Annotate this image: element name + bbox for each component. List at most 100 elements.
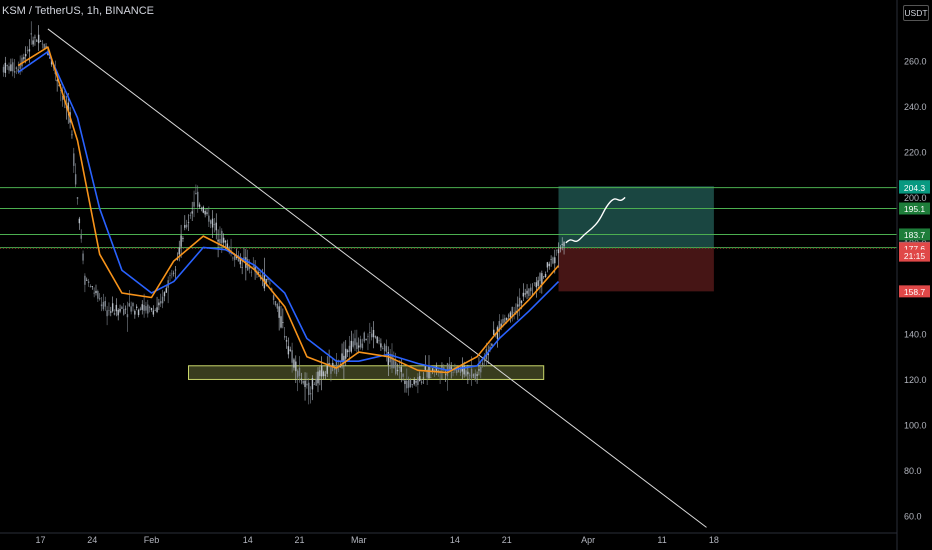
candle-body [469, 374, 471, 376]
candle-body [522, 292, 525, 297]
candle-body [354, 338, 356, 346]
candle-body [383, 344, 386, 352]
candle-body [272, 295, 275, 301]
candle-body [417, 377, 419, 385]
candle-body [480, 366, 482, 373]
candle-body [472, 374, 475, 376]
candle-body [422, 377, 425, 379]
candle-body [369, 332, 371, 333]
candle-body [117, 309, 119, 316]
candle-body [424, 366, 426, 370]
candle-body [208, 215, 210, 222]
candle-body [432, 368, 434, 372]
candle-body [561, 243, 563, 245]
candle-body [62, 95, 64, 100]
candle-body [13, 70, 16, 73]
price-label-box [899, 285, 930, 298]
candle-body [467, 371, 469, 375]
x-tick-label: 14 [450, 535, 460, 545]
candle-body [441, 366, 443, 368]
candle-body [356, 342, 358, 349]
candle-body [239, 259, 241, 265]
candle-body [197, 191, 199, 207]
currency-badge[interactable]: USDT [903, 5, 929, 21]
candle-body [539, 273, 541, 282]
candle-body [400, 366, 402, 372]
candle-body [454, 370, 456, 371]
candle-body [12, 62, 14, 72]
candle-body [411, 384, 414, 385]
candle-body [513, 312, 515, 313]
projection-path [565, 196, 626, 244]
candle-body [171, 273, 173, 275]
candle-body [470, 368, 473, 378]
candle-body [119, 308, 121, 312]
candle-body [10, 64, 12, 71]
candle-body [113, 312, 116, 315]
price-label-text: 204.3 [904, 183, 926, 193]
candle-body [41, 43, 44, 45]
candle-body [58, 85, 60, 87]
candle-body [217, 239, 219, 242]
candle-body [548, 263, 550, 267]
candle-body [345, 348, 347, 359]
candle-body [258, 272, 260, 274]
y-tick-label: 260.0 [904, 56, 927, 66]
support-zone [188, 365, 545, 380]
candle-body [206, 212, 208, 214]
candle-body [141, 304, 143, 310]
candle-body [437, 369, 439, 372]
candle-body [86, 279, 88, 281]
x-tick-label: Apr [581, 535, 595, 545]
candle-body [444, 374, 447, 376]
candle-body [243, 257, 245, 259]
candle-body [204, 210, 206, 215]
candle-body [487, 353, 489, 356]
candle-body [39, 41, 42, 42]
candle-body [232, 257, 234, 259]
candle-body [71, 134, 73, 136]
candle-body [269, 282, 271, 284]
x-tick-label: 24 [87, 535, 97, 545]
candle-body [82, 253, 84, 261]
candle-body [346, 350, 349, 353]
candle-body [393, 359, 395, 369]
time-axis[interactable]: 17 24 Feb 14 21 Mar 14 21 Apr 11 18 [0, 532, 897, 545]
price-label-text: 158.7 [904, 287, 926, 297]
candle-body [391, 354, 393, 369]
candle-body [193, 201, 195, 207]
x-tick-label: Feb [144, 535, 160, 545]
candle-body [363, 332, 365, 342]
candle-body [180, 235, 182, 247]
y-tick-label: 100.0 [904, 420, 927, 430]
candle-body [296, 370, 299, 378]
ema-layer [17, 46, 560, 374]
y-tick-label: 120.0 [904, 375, 927, 385]
candle-body [541, 273, 543, 285]
candle-body [139, 308, 142, 311]
candle-body [87, 281, 90, 283]
candle-body [380, 343, 382, 348]
candle-body [195, 192, 197, 195]
candle-body [413, 379, 415, 385]
candle-body [134, 310, 136, 315]
candle-body [8, 66, 10, 71]
candle-body [63, 95, 66, 99]
candle-body [555, 249, 558, 251]
candle-body [200, 208, 203, 209]
candle-body [409, 379, 412, 387]
candle-body [350, 340, 352, 352]
trendline [47, 28, 707, 528]
candle-body [530, 287, 532, 292]
candle-body [161, 296, 164, 304]
candle-body [352, 341, 354, 347]
candle-body [370, 333, 373, 338]
candle-body [406, 380, 408, 389]
candle-body [4, 62, 7, 73]
price-label-box [899, 202, 930, 215]
candle-body [158, 302, 160, 306]
price-label-text: 177.6 [904, 244, 926, 254]
candle-body [147, 304, 149, 314]
candle-body [124, 308, 127, 310]
